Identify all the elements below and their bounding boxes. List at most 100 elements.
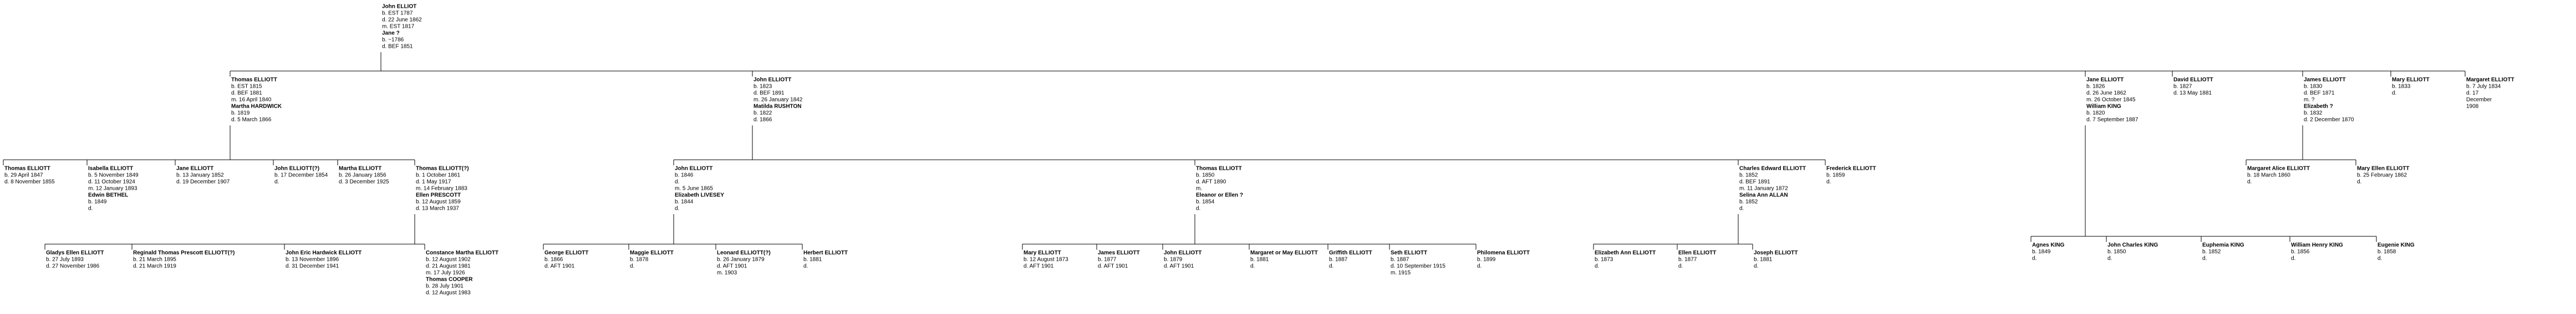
person-detail: d. 13 May 1881 <box>2173 90 2212 96</box>
person-name: Thomas COOPER <box>426 276 473 282</box>
person-detail: d. 21 March 1919 <box>133 263 176 269</box>
person-name: Griffith ELLIOTT <box>1329 250 1372 256</box>
person-detail: d. 1 May 1917 <box>416 179 451 185</box>
person-detail: b. 1866 <box>544 256 563 262</box>
person-name: Selina Ann ALLAN <box>1739 192 1788 198</box>
person-detail: b. 1826 <box>2086 83 2105 89</box>
person-name: Mary ELLIOTT <box>1024 250 1061 256</box>
person-detail: d. <box>1196 205 1200 211</box>
person-name: Joseph ELLIOTT <box>1754 250 1798 256</box>
person-detail: m. <box>1196 185 1202 191</box>
person-name: Constance Martha ELLIOTT <box>426 250 498 256</box>
person-detail: d. 31 December 1941 <box>286 263 339 269</box>
person-detail: b. 12 August 1873 <box>1024 256 1068 262</box>
person-name: Reginald Thomas Prescott ELLIOTT(?) <box>133 250 235 256</box>
person-detail: d. 11 October 1924 <box>88 179 135 185</box>
person-detail: b. 1877 <box>1098 256 1117 262</box>
person-name: Martha ELLIOTT <box>339 165 381 171</box>
person-detail: d. 5 March 1866 <box>231 117 272 123</box>
person-detail: b. 1881 <box>1250 256 1269 262</box>
person-name: Elizabeth ? <box>2304 103 2333 109</box>
person-detail: b. 13 November 1896 <box>286 256 339 262</box>
person-detail: b. 1844 <box>675 199 694 205</box>
person-detail: d. 26 June 1862 <box>2086 90 2126 96</box>
person-name: John ELLIOTT <box>675 165 712 171</box>
person-name: Jane ? <box>382 30 400 36</box>
person-detail: b. 1859 <box>1826 172 1845 178</box>
person-name: Leonard ELLIOTT(?) <box>717 250 771 256</box>
person-name: George ELLIOTT <box>544 250 588 256</box>
person-detail: d. <box>1250 263 1255 269</box>
person-name: John Charles KING <box>2107 242 2158 248</box>
person-detail: b. 12 August 1902 <box>426 256 471 262</box>
person-detail: d. BEF 1891 <box>754 90 785 96</box>
person-detail: b. 1822 <box>754 110 772 116</box>
person-detail: d. 10 September 1915 <box>1391 263 1445 269</box>
person-detail: b. ~1786 <box>382 37 404 43</box>
person-detail: b. 21 March 1895 <box>133 256 176 262</box>
person-detail: d. AFT 1901 <box>1098 263 1128 269</box>
person-name: Margaret Alice ELLIOTT <box>2247 165 2310 171</box>
person-name: Isabella ELLIOTT <box>88 165 133 171</box>
person-detail: d. <box>2032 255 2037 261</box>
person-detail: d. <box>2202 255 2207 261</box>
person-detail: b. 1 October 1861 <box>416 172 460 178</box>
person-detail: d. BEF 1851 <box>382 43 413 49</box>
person-detail: b. 1849 <box>2032 249 2051 255</box>
person-detail: d. 22 June 1862 <box>382 17 422 23</box>
person-detail: b. 1852 <box>2202 249 2221 255</box>
person-detail: d. <box>1595 263 1599 269</box>
person-name: Margaret ELLIOTT <box>2466 77 2514 83</box>
person-detail: d. 12 August 1983 <box>426 290 471 296</box>
person-detail: b. 1820 <box>2086 110 2105 116</box>
person-detail: b. 7 July 1834 <box>2466 83 2501 89</box>
person-detail: d. <box>675 205 679 211</box>
person-name: Eleanor or Ellen ? <box>1196 192 1243 198</box>
person-name: Thomas ELLIOTT <box>1196 165 1242 171</box>
person-detail: b. 5 November 1849 <box>88 172 139 178</box>
person-detail: m. 5 June 1865 <box>675 185 713 191</box>
person-detail: d. <box>2378 255 2382 261</box>
person-detail: m. EST 1817 <box>382 23 415 29</box>
person-name: Agnes KING <box>2032 242 2065 248</box>
person-detail: b. 27 July 1893 <box>46 256 84 262</box>
person-detail: d. <box>1477 263 1482 269</box>
person-detail: b. 1879 <box>1164 256 1183 262</box>
person-name: Mary Ellen ELLIOTT <box>2357 165 2409 171</box>
person-detail: d. 7 September 1887 <box>2086 117 2139 123</box>
person-detail: d. AFT 1901 <box>1164 263 1194 269</box>
person-detail: b. 1819 <box>231 110 250 116</box>
person-detail: m. 16 April 1840 <box>231 97 272 103</box>
person-detail: b. 1827 <box>2173 83 2192 89</box>
person-name: John ELLIOTT <box>1164 250 1202 256</box>
person-detail: b. 17 December 1854 <box>274 172 328 178</box>
person-detail: b. 1846 <box>675 172 694 178</box>
person-name: Mary ELLIOTT <box>2392 77 2430 83</box>
person-detail: d. AFT 1901 <box>1024 263 1054 269</box>
person-detail: d. 13 March 1937 <box>416 205 459 211</box>
person-detail: d. 17 <box>2466 90 2479 96</box>
person-name: Gladys Ellen ELLIOTT <box>46 250 104 256</box>
person-detail: d. <box>2291 255 2295 261</box>
person-detail: b. 1849 <box>88 199 107 205</box>
person-name: William KING <box>2086 103 2121 109</box>
person-detail: 1908 <box>2466 103 2479 109</box>
person-name: Thomas ELLIOTT <box>231 77 277 83</box>
person-name: Frederick ELLIOTT <box>1826 165 1876 171</box>
person-detail: b. 1850 <box>1196 172 1215 178</box>
person-detail: d. AFT 1890 <box>1196 179 1226 185</box>
person-detail: b. 18 March 1860 <box>2247 172 2290 178</box>
person-detail: d. <box>1826 179 1831 185</box>
person-detail: m. 26 January 1842 <box>754 97 803 103</box>
person-name: James ELLIOTT <box>2304 77 2346 83</box>
person-name: David ELLIOTT <box>2173 77 2213 83</box>
person-detail: b. 1833 <box>2392 83 2411 89</box>
person-detail: m. 12 January 1893 <box>88 185 138 191</box>
person-detail: d. 21 August 1981 <box>426 263 471 269</box>
person-detail: d. <box>803 263 808 269</box>
person-detail: d. <box>2357 179 2361 185</box>
person-name: John ELLIOT <box>382 3 416 9</box>
person-detail: d. <box>1329 263 1333 269</box>
